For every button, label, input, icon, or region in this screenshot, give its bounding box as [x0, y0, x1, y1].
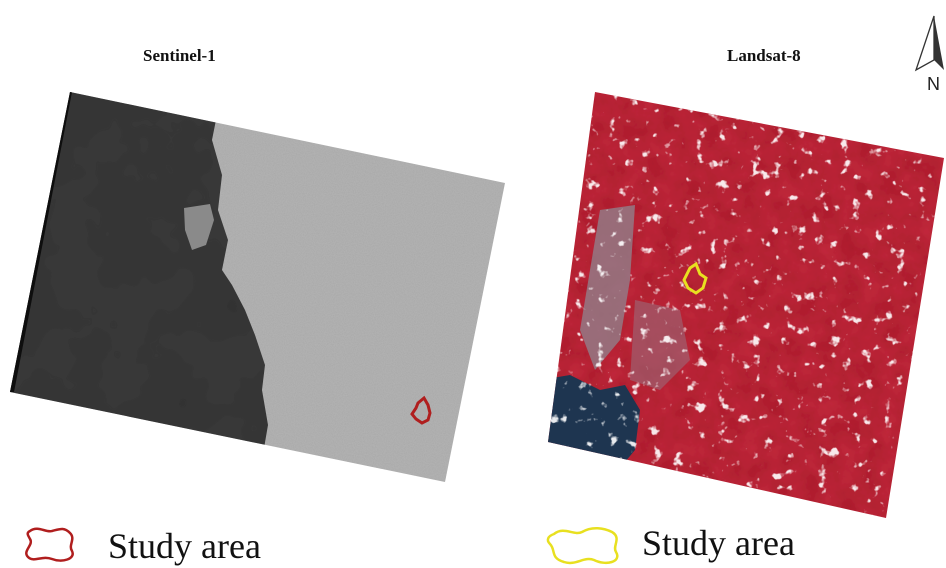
study-area-yellow-icon	[546, 527, 619, 565]
sentinel-study-area	[410, 395, 432, 425]
legend-sentinel-label: Study area	[108, 526, 261, 566]
legend-landsat-label: Study area	[642, 523, 795, 563]
sentinel-image	[10, 92, 505, 482]
study-area-red-icon	[25, 527, 74, 562]
sar-water	[10, 92, 270, 482]
sentinel-title: Sentinel-1	[143, 46, 216, 65]
north-arrow-icon: N	[914, 15, 944, 94]
landsat-title: Landsat-8	[727, 46, 801, 65]
landsat-study-area	[682, 261, 708, 295]
landsat-image	[548, 92, 944, 518]
north-label: N	[927, 74, 940, 94]
